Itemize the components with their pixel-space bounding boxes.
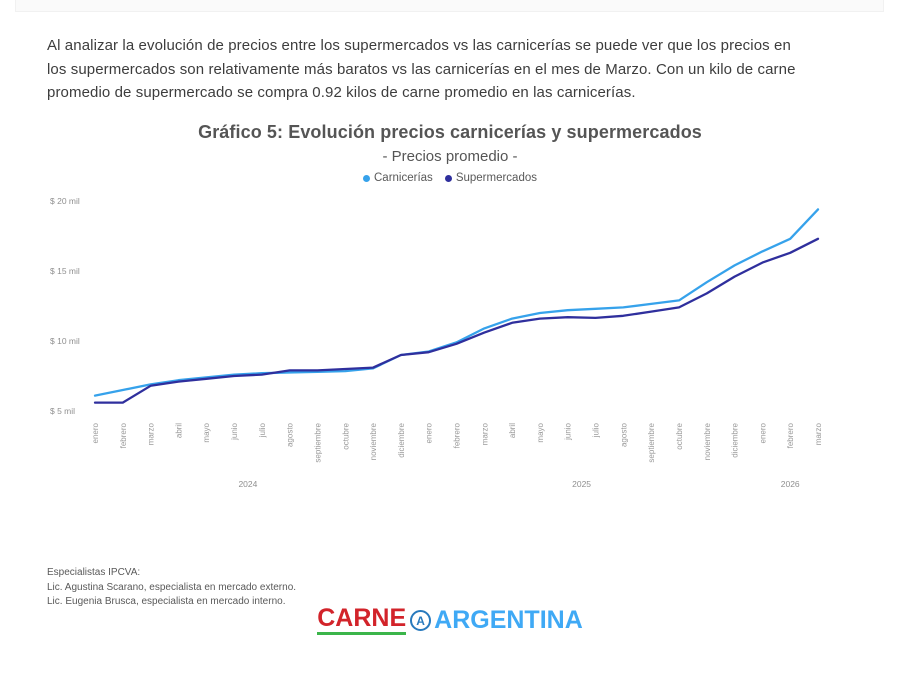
chart-title: Gráfico 5: Evolución precios carnicerías… xyxy=(198,122,702,142)
legend-label-carnicerias: Carnicerías xyxy=(374,172,433,184)
x-axis-month-label: enero xyxy=(425,422,434,443)
x-axis-month-label: junio xyxy=(230,422,239,440)
x-axis-month-label: julio xyxy=(592,422,601,438)
legend-item-carnicerias: Carnicerías xyxy=(363,172,433,184)
line-series-supermercados xyxy=(93,237,820,404)
x-axis-month-label: marzo xyxy=(814,422,823,445)
x-axis-month-label: enero xyxy=(758,422,767,443)
footer-line-3: Lic. Eugenia Brusca, especialista en mer… xyxy=(47,596,286,607)
x-axis-month-label: febrero xyxy=(453,422,462,448)
x-axis-year-label: 2024 xyxy=(238,479,257,489)
x-axis-month-label: julio xyxy=(258,422,267,438)
x-axis-month-label: mayo xyxy=(202,422,211,442)
intro-line-3: promedio de supermercado se compra 0.92 … xyxy=(47,84,636,101)
y-axis-tick-label: $ 20 mil xyxy=(50,196,80,206)
x-axis-month-label: diciembre xyxy=(731,422,740,457)
footer-credits: Especialistas IPCVA: Lic. Agustina Scara… xyxy=(47,566,296,610)
x-axis-month-label: noviembre xyxy=(369,422,378,460)
x-axis-month-label: mayo xyxy=(536,422,545,442)
price-evolution-line-chart: $ 5 mil $ 10 mil $ 15 mil $ 20 mil enero febr… xyxy=(50,196,823,489)
supermercados-dot-icon xyxy=(444,174,452,182)
x-axis-month-label: febrero xyxy=(786,422,795,448)
x-axis-month-label: septiembre xyxy=(647,422,656,462)
logo-circled-a-icon: A xyxy=(410,610,432,631)
x-axis-year-label: 2025 xyxy=(572,479,591,489)
legend-item-supermercados: Supermercados xyxy=(444,172,537,184)
chart-subtitle: - Precios promedio - xyxy=(382,148,518,165)
carne-argentina-logo: CARNE A ARGENTINA xyxy=(0,606,900,635)
y-axis-tick-label: $ 10 mil xyxy=(50,336,80,346)
x-axis-month-label: marzo xyxy=(147,422,156,445)
x-axis-month-label: agosto xyxy=(619,422,628,447)
x-axis-month-label: noviembre xyxy=(703,422,712,460)
x-axis-month-label: octubre xyxy=(675,422,684,449)
footer-line-1: Especialistas IPCVA: xyxy=(47,567,141,578)
page-top-strip xyxy=(15,0,884,12)
x-axis-month-label: febrero xyxy=(119,422,128,448)
chart-legend: Carnicerías Supermercados xyxy=(0,172,900,184)
x-axis-month-label: septiembre xyxy=(314,422,323,462)
x-axis-month-label: abril xyxy=(508,423,517,438)
carnicerias-dot-icon xyxy=(363,174,370,182)
intro-line-2: los supermercados son relativamente más … xyxy=(47,60,796,78)
x-axis-month-label: diciembre xyxy=(397,422,406,457)
intro-line-1: Al analizar la evolución de precios entr… xyxy=(47,37,791,54)
x-axis-year-label: 2026 xyxy=(781,479,800,489)
x-axis-month-label: enero xyxy=(91,422,100,443)
y-axis-tick-label: $ 5 mil xyxy=(50,406,75,416)
x-axis-month-label: marzo xyxy=(480,422,489,445)
x-axis-month-label: agosto xyxy=(286,422,295,447)
logo-argentina-text: ARGENTINA xyxy=(434,606,583,634)
y-axis-tick-label: $ 15 mil xyxy=(50,266,80,276)
x-axis-month-label: octubre xyxy=(341,422,350,449)
legend-label-supermercados: Supermercados xyxy=(455,172,537,184)
x-axis-month-label: junio xyxy=(564,422,573,440)
footer-line-2: Lic. Agustina Scarano, especialista en m… xyxy=(47,581,297,593)
x-axis-month-label: abril xyxy=(174,423,183,438)
logo-carne-text: CARNE xyxy=(317,606,407,635)
intro-paragraph: Al analizar la evolución de precios entr… xyxy=(47,34,872,105)
line-series-carnicerias xyxy=(93,208,820,397)
